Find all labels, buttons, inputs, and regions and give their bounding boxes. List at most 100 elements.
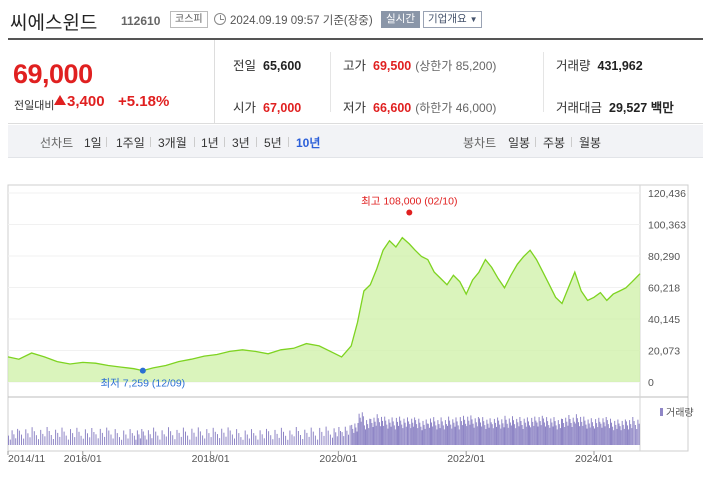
volume-bar — [634, 425, 636, 445]
min-marker — [139, 367, 146, 374]
company-info-label: 기업개요 — [428, 13, 467, 25]
volume-bar — [377, 418, 379, 445]
volume-bar — [225, 436, 227, 445]
volume-bar — [460, 421, 462, 445]
volume-bar — [248, 438, 250, 445]
price-chart-svg[interactable]: 120,436100,36380,29060,21840,14520,0730 … — [0, 165, 703, 480]
volume-bar — [638, 423, 640, 445]
divider — [571, 137, 572, 147]
volume-bar — [55, 429, 57, 445]
volume-bar — [448, 416, 450, 445]
period-3m[interactable]: 3개월 — [158, 136, 187, 150]
volume-bar — [486, 419, 488, 445]
volume-bar — [410, 428, 412, 445]
open-price: 시가 67,000 — [233, 97, 301, 116]
company-info-button[interactable]: 기업개요 ▼ — [423, 11, 483, 28]
volume-bar — [583, 416, 585, 445]
period-5y[interactable]: 5년 — [264, 136, 282, 150]
volume-bar — [278, 437, 280, 445]
candle-weekly[interactable]: 주봉 — [543, 136, 566, 150]
volume-bar — [174, 439, 176, 445]
timestamp-basis: 기준(장중) — [322, 15, 373, 27]
volume-bar — [437, 420, 439, 445]
volume-bar — [395, 417, 397, 445]
candle-monthly[interactable]: 월봉 — [579, 136, 602, 150]
volume-bar — [561, 418, 562, 445]
volume-bar — [359, 417, 361, 445]
volume-bar — [484, 425, 486, 445]
volume-bar — [131, 433, 133, 445]
volume-bar — [178, 432, 180, 445]
period-1w[interactable]: 1주일 — [116, 136, 145, 150]
volume-bar — [515, 428, 517, 445]
volume-bar — [572, 417, 574, 445]
volume-bar — [50, 435, 52, 445]
volume-bar — [217, 434, 218, 445]
volume-bar — [419, 422, 421, 445]
volume-bar — [383, 425, 385, 445]
period-3y[interactable]: 3년 — [232, 136, 250, 150]
high-label: 고가 — [343, 59, 367, 73]
volume-bar — [142, 431, 144, 445]
volume-bar — [84, 429, 86, 445]
volume-bar — [461, 425, 463, 445]
trade-value: 거래대금 29,527 백만 — [556, 97, 674, 116]
volume-bar — [95, 434, 97, 445]
volume-bar — [505, 419, 507, 445]
volume-bar — [401, 424, 403, 445]
volume-bar — [147, 430, 149, 445]
volume-bar — [340, 431, 341, 445]
period-1y[interactable]: 1년 — [201, 136, 219, 150]
volume-bar — [15, 438, 17, 445]
volume-bar — [280, 427, 282, 445]
volume-bar — [129, 429, 131, 445]
period-1d[interactable]: 1일 — [84, 136, 102, 150]
period-10y[interactable]: 10년 — [296, 136, 321, 150]
volume-bar — [494, 422, 496, 445]
prev-close-label: 전일 — [233, 59, 257, 73]
volume-bar — [596, 423, 598, 445]
volume-bar — [598, 417, 600, 445]
volume-bar — [482, 417, 484, 445]
volume-bar — [40, 429, 42, 445]
volume-bar — [602, 418, 604, 445]
volume-bar — [413, 426, 415, 445]
volume-bar — [589, 427, 591, 445]
timestamp: 2024.09.19 09:57 기준(장중) — [230, 12, 373, 28]
volume-bar — [13, 434, 15, 445]
volume-bar — [586, 428, 588, 445]
volume-bar — [450, 424, 452, 445]
divider — [288, 137, 289, 147]
volume-bar — [559, 428, 561, 445]
volume-bar — [356, 431, 358, 445]
volume-bar — [168, 427, 169, 445]
max-marker — [406, 209, 413, 216]
upper-limit: (상한가 85,200) — [415, 59, 497, 73]
volume-bar — [535, 420, 537, 445]
change-percent: +5.18% — [118, 93, 170, 110]
volume-bar — [548, 425, 550, 445]
volume-bar — [517, 422, 519, 445]
y-tick-label: 40,145 — [648, 314, 680, 326]
divider — [256, 137, 257, 147]
volume-bar — [616, 428, 618, 445]
volume-bar — [468, 420, 470, 445]
volume-bar — [76, 427, 78, 445]
volume-bar — [607, 424, 609, 445]
volume-bar — [327, 430, 329, 445]
volume-bar — [358, 413, 360, 445]
max-label: 최고 108,000 (02/10) — [361, 196, 457, 208]
volume-bar — [578, 422, 579, 445]
volume-bar — [146, 439, 148, 445]
volume-bar — [227, 427, 229, 445]
volume-bar — [398, 425, 399, 445]
volume-bar — [310, 427, 312, 445]
price-chart[interactable]: 120,436 100,363 80,290 60,218 40,145 20,073 0 … — [0, 165, 703, 480]
volume-bar — [525, 426, 527, 445]
candle-daily[interactable]: 일봉 — [508, 136, 531, 150]
volume-bar — [325, 426, 327, 445]
volume: 거래량 431,962 — [556, 55, 643, 74]
volume-bar — [487, 423, 489, 445]
volume-bar — [588, 423, 590, 445]
volume-bar — [125, 434, 127, 445]
